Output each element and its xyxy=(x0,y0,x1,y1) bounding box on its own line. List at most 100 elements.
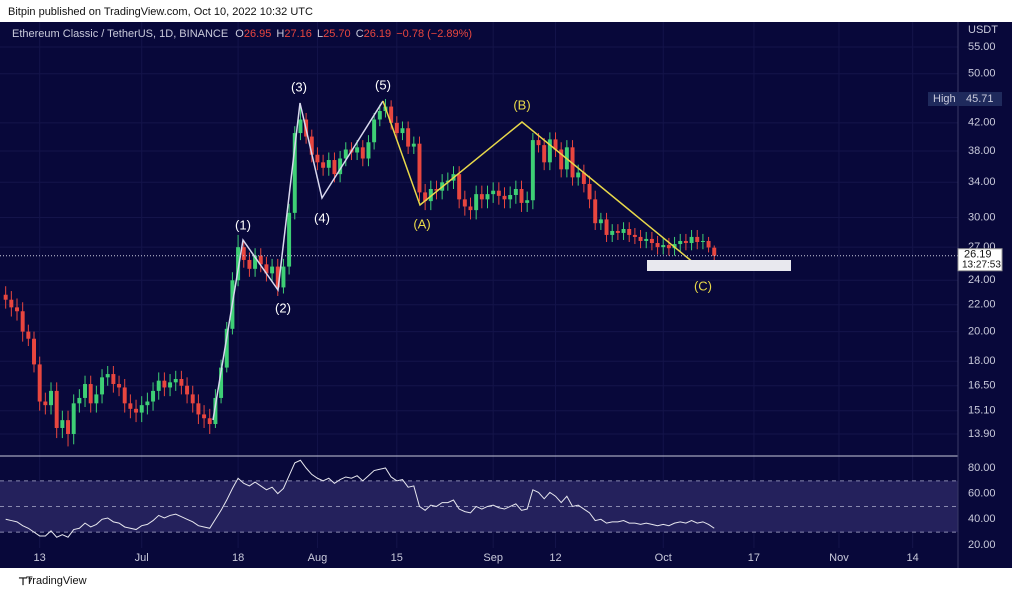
candle-body xyxy=(428,188,433,202)
impulse-wave-line xyxy=(212,100,384,421)
candle-body xyxy=(224,328,229,368)
last-price-label: 26.19 xyxy=(964,249,992,261)
candle-body xyxy=(343,149,348,159)
y-tick-label: 24.00 xyxy=(968,274,996,286)
high-value-label: 45.71 xyxy=(966,93,994,105)
high-marker-label: High xyxy=(933,93,956,105)
legend-change: −0.78 (−2.89%) xyxy=(396,28,472,40)
candle-body xyxy=(689,236,694,244)
candle-body xyxy=(173,379,178,383)
candle-body xyxy=(627,229,632,235)
candle-body xyxy=(270,266,275,274)
wave-label: (B) xyxy=(513,97,530,112)
y-tick-label: 22.00 xyxy=(968,299,996,311)
candle-body xyxy=(139,405,144,413)
candle-body xyxy=(117,384,122,388)
candle-body xyxy=(632,234,637,237)
legend-close: 26.19 xyxy=(364,28,392,40)
candle-body xyxy=(491,190,496,195)
y-tick-label: 42.00 xyxy=(968,117,996,129)
legend-low: 25.70 xyxy=(323,28,351,40)
candle-body xyxy=(559,149,564,170)
candle-body xyxy=(20,311,25,332)
candle-body xyxy=(366,142,371,159)
y-tick-label: 38.00 xyxy=(968,145,996,157)
candle-body xyxy=(26,331,31,339)
candle-body xyxy=(128,403,133,409)
candle-body xyxy=(355,147,360,153)
candle-body xyxy=(258,255,263,265)
y-tick-label: 15.10 xyxy=(968,405,996,417)
candle-body xyxy=(15,307,19,312)
candle-body xyxy=(179,379,184,386)
candle-body xyxy=(247,259,252,269)
x-tick-label: Sep xyxy=(483,552,503,564)
candle-body xyxy=(275,266,280,288)
candle-body xyxy=(66,420,71,434)
rsi-tick-label: 40.00 xyxy=(968,513,996,525)
candle-body xyxy=(400,128,405,134)
chart-layer: 55.0050.0042.0038.0034.0030.0027.0024.00… xyxy=(0,22,996,564)
candle-body xyxy=(94,394,99,404)
candle-body xyxy=(111,374,116,385)
candle-body xyxy=(655,243,660,248)
x-tick-label: 13 xyxy=(34,552,46,564)
candle-body xyxy=(77,397,82,404)
candle-body xyxy=(83,384,88,398)
rsi-tick-label: 80.00 xyxy=(968,462,996,474)
candle-body xyxy=(49,390,54,406)
y-tick-label: 13.90 xyxy=(968,428,996,440)
candle-body xyxy=(71,403,76,434)
candle-body xyxy=(474,194,479,211)
legend-prefix: H xyxy=(276,28,284,40)
candle-body xyxy=(411,143,416,147)
candle-body xyxy=(377,111,382,120)
candle-body xyxy=(530,140,535,201)
candle-body xyxy=(598,219,603,224)
x-tick-label: 18 xyxy=(232,552,244,564)
candle-body xyxy=(9,299,14,308)
y-tick-label: 16.50 xyxy=(968,380,996,392)
candle-body xyxy=(151,390,156,402)
candle-body xyxy=(485,194,490,200)
chart-background xyxy=(0,22,1012,568)
candle-body xyxy=(502,195,507,200)
rsi-tick-label: 60.00 xyxy=(968,488,996,500)
x-tick-label: Aug xyxy=(308,552,328,564)
candle-body xyxy=(394,122,399,134)
candle-body xyxy=(326,160,331,168)
candle-body xyxy=(389,106,394,123)
candle-body xyxy=(241,247,246,260)
x-tick-label: 17 xyxy=(748,552,760,564)
candle-body xyxy=(332,160,337,175)
candle-body xyxy=(604,219,609,235)
y-tick-label: 55.00 xyxy=(968,41,996,53)
candle-body xyxy=(683,240,688,244)
candle-body xyxy=(32,338,36,365)
candle-body xyxy=(581,172,586,184)
candle-body xyxy=(621,229,626,233)
x-tick-label: 14 xyxy=(907,552,919,564)
y-tick-label: 20.00 xyxy=(968,326,996,338)
candle-body xyxy=(236,247,241,281)
currency-label: USDT xyxy=(968,24,998,36)
candle-body xyxy=(54,390,59,428)
candle-body xyxy=(60,420,65,428)
x-tick-label: Jul xyxy=(135,552,149,564)
legend-prefix: C xyxy=(356,28,364,40)
candle-body xyxy=(462,199,467,207)
candle-body xyxy=(156,380,161,391)
x-tick-label: Nov xyxy=(829,552,849,564)
candle-body xyxy=(700,240,705,242)
rsi-band xyxy=(0,480,958,533)
candle-body xyxy=(162,380,167,388)
wave-label: (1) xyxy=(235,217,251,232)
candle-body xyxy=(264,264,269,274)
candle-body xyxy=(638,236,643,241)
candle-body xyxy=(134,408,139,413)
rsi-tick-label: 20.00 xyxy=(968,539,996,551)
candle-body xyxy=(253,255,258,269)
y-tick-label: 50.00 xyxy=(968,68,996,80)
candle-body xyxy=(587,183,592,200)
candle-body xyxy=(519,188,524,203)
